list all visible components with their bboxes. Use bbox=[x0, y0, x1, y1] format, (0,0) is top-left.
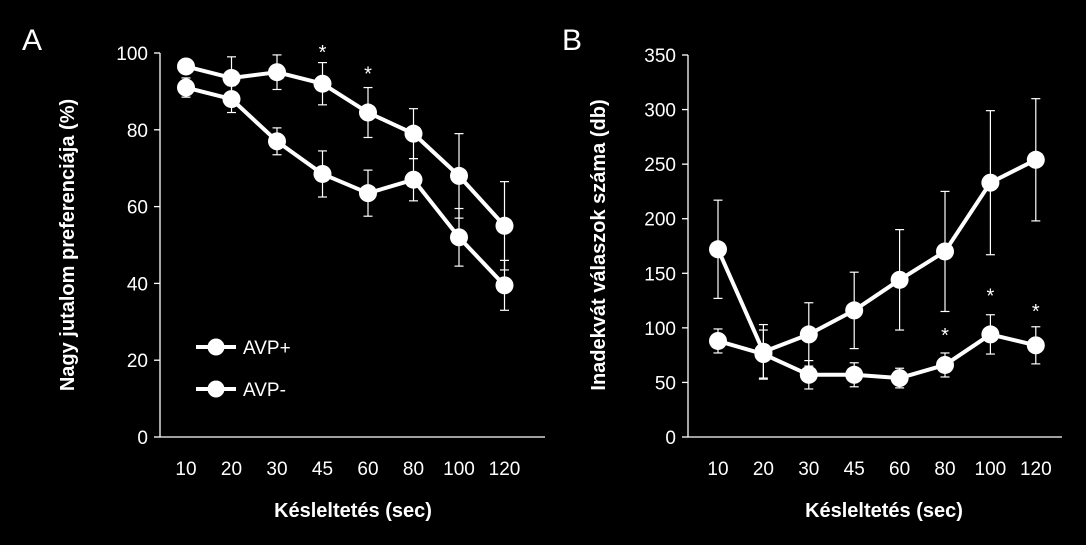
data-point-avp-plus bbox=[845, 365, 864, 384]
x-tick-label: 60 bbox=[889, 459, 910, 480]
data-point-avp-minus bbox=[799, 325, 818, 344]
data-point-avp-plus bbox=[268, 63, 286, 82]
x-tick-label: 100 bbox=[443, 459, 475, 480]
x-tick-label: 100 bbox=[975, 459, 1007, 480]
significance-star: * bbox=[364, 63, 372, 85]
significance-star: * bbox=[987, 286, 995, 308]
data-point-avp-minus bbox=[981, 173, 1000, 192]
data-point-avp-minus bbox=[404, 170, 423, 189]
panel-a-xlabel: Késleltetés (sec) bbox=[274, 500, 432, 522]
panel-b-plot: 0 50 100 150 200 250 300 350 10 20 30 45 60 80 100 120 *… bbox=[644, 46, 1062, 480]
y-tick-label: 100 bbox=[116, 44, 148, 65]
y-tick-label: 150 bbox=[644, 264, 676, 285]
data-point-avp-plus bbox=[981, 325, 1000, 344]
data-point-avp-minus bbox=[709, 240, 727, 259]
data-point-avp-minus bbox=[495, 276, 514, 295]
panel-b-letter: B bbox=[562, 24, 582, 57]
data-point-avp-minus bbox=[890, 270, 909, 289]
x-tick-label: 120 bbox=[1020, 459, 1052, 480]
x-tick-label: 80 bbox=[403, 459, 424, 480]
data-point-avp-plus bbox=[177, 57, 195, 76]
data-point-avp-minus bbox=[268, 132, 286, 151]
y-tick-label: 250 bbox=[644, 155, 676, 176]
x-tick-label: 45 bbox=[844, 459, 865, 480]
y-tick-label: 0 bbox=[665, 428, 676, 449]
data-point-avp-minus bbox=[313, 164, 332, 183]
legend-marker-avp-minus bbox=[207, 380, 225, 398]
data-point-avp-minus bbox=[450, 228, 468, 247]
legend-label-avp-minus: AVP- bbox=[243, 380, 286, 401]
x-tick-label: 10 bbox=[707, 459, 728, 480]
data-point-avp-plus bbox=[404, 124, 423, 143]
panel-a-letter: A bbox=[22, 24, 42, 57]
y-tick-label: 40 bbox=[127, 274, 148, 295]
panel-a-ylabel: Nagy jutalom preferenciája (%) bbox=[57, 99, 79, 391]
y-tick-label: 0 bbox=[137, 428, 148, 449]
data-point-avp-plus bbox=[450, 166, 468, 185]
data-point-avp-plus bbox=[495, 216, 514, 235]
x-tick-label: 10 bbox=[175, 459, 196, 480]
panel-b-ylabel: Inadekvát válaszok száma (db) bbox=[588, 99, 610, 390]
legend-marker-avp-plus bbox=[207, 338, 225, 356]
series-line-avp-minus bbox=[185, 85, 506, 287]
data-point-avp-plus bbox=[709, 331, 727, 350]
x-tick-label: 20 bbox=[753, 459, 774, 480]
data-point-avp-minus bbox=[936, 242, 954, 261]
x-tick-label: 30 bbox=[266, 459, 287, 480]
series-avp-plus bbox=[709, 314, 1045, 390]
y-tick-label: 100 bbox=[644, 319, 676, 340]
y-tick-label: 50 bbox=[655, 373, 676, 394]
y-tick-label: 350 bbox=[644, 46, 676, 67]
panel-a-plot: 0 20 40 60 80 100 10 20 30 45 60 80 100 120 * * bbox=[116, 42, 545, 480]
y-tick-label: 60 bbox=[127, 198, 148, 219]
x-tick-label: 120 bbox=[489, 459, 521, 480]
x-tick-label: 45 bbox=[312, 459, 333, 480]
y-tick-label: 20 bbox=[127, 351, 148, 372]
y-tick-label: 200 bbox=[644, 210, 676, 231]
data-point-avp-plus bbox=[1026, 336, 1045, 355]
significance-star: * bbox=[1032, 301, 1040, 323]
x-tick-label: 60 bbox=[357, 459, 378, 480]
data-point-avp-plus bbox=[754, 345, 773, 364]
data-point-avp-minus bbox=[845, 301, 864, 320]
y-tick-label: 80 bbox=[127, 121, 148, 142]
panel-b-xlabel: Késleltetés (sec) bbox=[805, 500, 963, 522]
data-point-avp-plus bbox=[936, 355, 954, 374]
data-point-avp-minus bbox=[177, 78, 195, 97]
x-tick-label: 80 bbox=[934, 459, 955, 480]
data-point-avp-plus bbox=[799, 365, 818, 384]
x-tick-label: 30 bbox=[798, 459, 819, 480]
data-point-avp-plus bbox=[890, 369, 909, 388]
legend-label-avp-plus: AVP+ bbox=[243, 338, 291, 359]
series-avp-minus bbox=[177, 77, 514, 311]
legend: AVP+ AVP- bbox=[196, 338, 291, 401]
x-tick-label: 20 bbox=[221, 459, 242, 480]
y-tick-label: 300 bbox=[644, 101, 676, 122]
series-line-avp-plus bbox=[185, 64, 506, 228]
series-avp-plus bbox=[177, 54, 514, 271]
data-point-avp-minus bbox=[222, 90, 241, 109]
data-point-avp-minus bbox=[359, 184, 377, 203]
significance-star: * bbox=[941, 325, 949, 347]
data-point-avp-plus bbox=[359, 103, 377, 122]
significance-star: * bbox=[319, 42, 327, 64]
data-point-avp-minus bbox=[1026, 150, 1045, 169]
data-point-avp-plus bbox=[313, 74, 332, 93]
data-point-avp-plus bbox=[222, 68, 241, 87]
